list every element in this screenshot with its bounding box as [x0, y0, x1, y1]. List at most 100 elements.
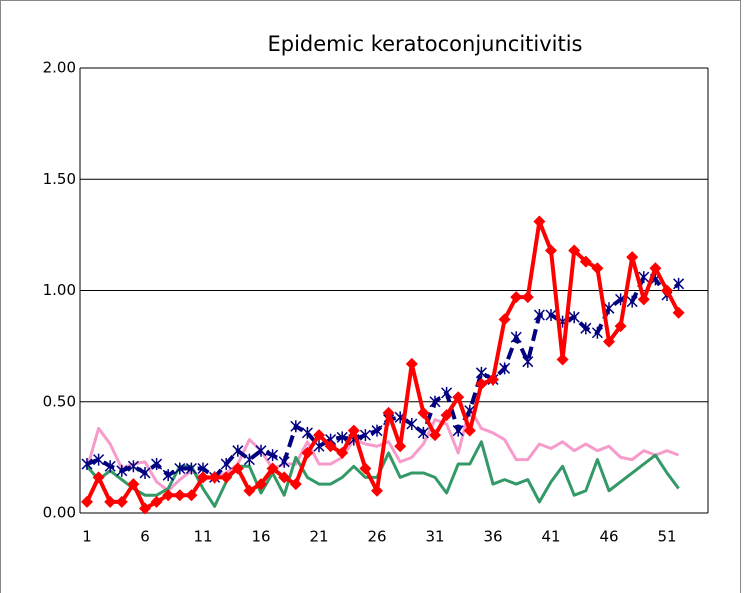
y-tick-label: 0.50	[43, 392, 76, 410]
x-tick-label: 31	[425, 528, 444, 546]
diamond-marker	[150, 495, 163, 508]
diamond-marker	[429, 429, 441, 442]
asterisk-marker	[267, 449, 279, 462]
asterisk-marker	[139, 466, 151, 479]
asterisk-marker	[359, 429, 371, 442]
diamond-marker	[127, 478, 140, 491]
diamond-marker	[672, 306, 685, 319]
diamond-marker	[556, 353, 569, 366]
diamond-marker	[417, 406, 430, 419]
diamond-marker	[579, 255, 592, 268]
asterisk-marker	[151, 458, 163, 471]
asterisk-marker	[81, 458, 93, 471]
asterisk-marker	[673, 277, 685, 290]
x-tick-label: 1	[82, 528, 92, 546]
y-tick-label: 1.00	[43, 281, 76, 299]
diamond-marker	[139, 502, 151, 515]
diamond-marker	[359, 462, 372, 475]
diamond-marker	[115, 495, 128, 508]
asterisk-marker	[545, 308, 557, 321]
diamond-marker	[278, 471, 291, 484]
y-tick-label: 1.50	[43, 170, 76, 188]
diamond-marker	[533, 215, 546, 228]
diamond-marker	[568, 244, 581, 257]
asterisk-marker	[510, 331, 522, 344]
diamond-marker	[498, 313, 511, 326]
asterisk-marker	[499, 362, 511, 375]
asterisk-marker	[522, 355, 534, 368]
x-tick-label: 51	[657, 528, 676, 546]
asterisk-marker	[533, 308, 545, 321]
asterisk-marker	[232, 444, 244, 457]
diamond-marker	[266, 462, 279, 475]
asterisk-marker	[255, 444, 267, 457]
diamond-marker	[185, 489, 198, 502]
diamond-marker	[614, 320, 627, 333]
diamond-marker	[81, 495, 93, 508]
asterisk-marker	[371, 424, 383, 437]
diamond-marker	[336, 446, 349, 459]
asterisk-marker	[591, 326, 603, 339]
diamond-marker	[463, 424, 476, 437]
x-tick-label: 11	[193, 528, 212, 546]
asterisk-marker	[441, 386, 453, 399]
diamond-marker	[301, 446, 314, 459]
asterisk-marker	[417, 426, 429, 439]
diamond-marker	[289, 478, 302, 491]
diamond-marker	[162, 489, 175, 502]
y-tick-label: 2.00	[43, 59, 76, 77]
asterisk-marker	[93, 453, 105, 466]
diamond-marker	[661, 284, 673, 297]
diamond-marker	[347, 424, 360, 437]
asterisk-marker	[116, 464, 128, 477]
asterisk-marker	[429, 395, 441, 408]
diamond-marker	[452, 391, 465, 404]
asterisk-marker	[452, 424, 464, 437]
diamond-marker	[104, 495, 117, 508]
asterisk-marker	[301, 426, 313, 439]
diamond-marker	[208, 471, 221, 484]
x-tick-label: 36	[483, 528, 502, 546]
x-tick-label: 16	[251, 528, 270, 546]
diamond-marker	[440, 409, 453, 422]
x-tick-label: 21	[309, 528, 328, 546]
asterisk-marker	[580, 322, 592, 335]
asterisk-marker	[406, 418, 418, 430]
asterisk-marker	[290, 420, 302, 433]
series	[81, 215, 685, 515]
asterisk-marker	[127, 460, 139, 473]
diamond-marker	[382, 406, 395, 419]
asterisk-marker	[220, 458, 232, 471]
x-tick-label: 26	[367, 528, 386, 546]
x-tick-label: 46	[599, 528, 618, 546]
diamond-marker	[603, 335, 615, 348]
diamond-marker	[521, 291, 534, 304]
diamond-marker	[591, 262, 604, 275]
diamond-marker	[243, 484, 256, 497]
diamond-marker	[649, 262, 662, 275]
asterisk-marker	[626, 295, 638, 308]
diamond-marker	[475, 377, 488, 390]
x-tick-label: 6	[140, 528, 150, 546]
asterisk-marker	[104, 460, 116, 473]
diamond-marker	[626, 251, 639, 264]
asterisk-marker	[336, 431, 348, 444]
diamond-marker	[510, 291, 523, 304]
x-tick-label: 41	[541, 528, 560, 546]
diamond-marker	[394, 440, 407, 453]
diamond-marker	[313, 429, 325, 442]
diamond-marker	[231, 462, 244, 475]
asterisk-marker	[475, 366, 487, 379]
diamond-marker	[545, 244, 557, 257]
diamond-marker	[371, 484, 383, 497]
asterisk-marker	[174, 462, 186, 475]
chart-title: Epidemic keratoconjuncitivitis	[268, 32, 583, 56]
diamond-marker	[197, 471, 209, 484]
asterisk-marker	[243, 453, 255, 466]
asterisk-marker	[185, 462, 197, 475]
diamond-marker	[173, 489, 186, 502]
diamond-marker	[220, 471, 233, 484]
asterisk-marker	[162, 469, 174, 482]
diamond-marker	[405, 357, 418, 370]
